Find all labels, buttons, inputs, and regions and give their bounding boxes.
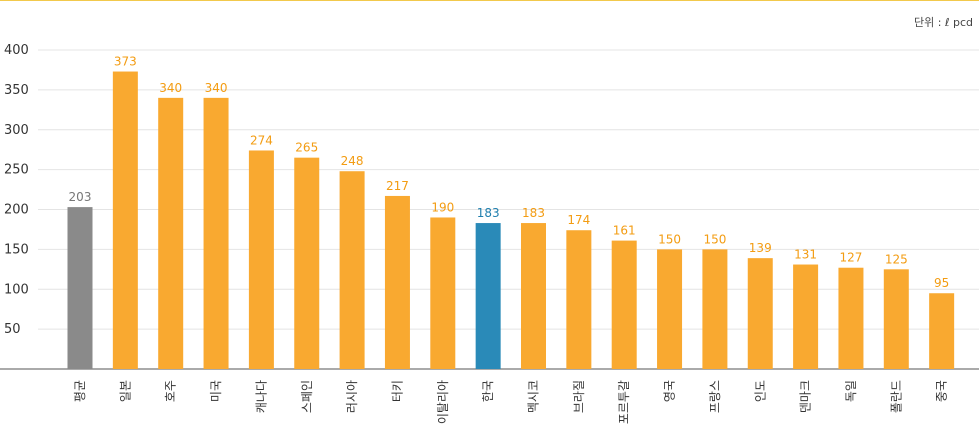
top-rule: [0, 0, 979, 1]
x-tick-label: 독일: [844, 380, 858, 402]
bar: [611, 240, 637, 369]
bar: [384, 195, 410, 369]
x-tick-label: 브라질: [572, 380, 586, 413]
y-tick-label: 350: [4, 83, 29, 98]
data-label: 139: [749, 241, 772, 255]
x-tick-label: 이탈리아: [436, 380, 450, 424]
y-tick-label: 100: [4, 282, 29, 297]
bar: [475, 223, 501, 369]
x-tick-label: 덴마크: [799, 380, 813, 413]
data-label: 217: [386, 179, 409, 193]
x-tick-label: 미국: [209, 380, 223, 402]
data-label: 373: [114, 55, 137, 69]
x-tick-label: 프랑스: [708, 380, 722, 413]
bar: [430, 217, 456, 369]
y-tick-label: 300: [4, 123, 29, 138]
bar: [838, 267, 864, 369]
x-tick-label: 포르투갈: [617, 380, 631, 424]
x-tick-label: 러시아: [345, 380, 359, 413]
data-label: 131: [794, 248, 817, 262]
data-label: 183: [477, 206, 500, 220]
bar: [248, 150, 274, 369]
data-label: 183: [522, 206, 545, 220]
x-tick-label: 멕시코: [527, 380, 541, 413]
x-tick-label: 일본: [118, 380, 132, 402]
x-tick-label: 평균: [73, 380, 87, 402]
x-tick-label: 캐나다: [254, 380, 268, 413]
bar: [566, 230, 592, 369]
bar: [67, 207, 93, 369]
data-label: 274: [250, 133, 273, 147]
bar: [203, 97, 229, 369]
bar: [883, 269, 909, 369]
data-label: 150: [703, 232, 726, 246]
y-tick-label: 50: [4, 322, 21, 337]
bar: [657, 249, 683, 369]
bar: [747, 258, 773, 369]
data-label: 125: [885, 252, 908, 266]
data-label: 265: [295, 141, 318, 155]
y-tick-label: 400: [4, 43, 29, 58]
x-tick-label: 터키: [390, 380, 404, 402]
x-tick-label: 스페인: [300, 380, 314, 413]
data-label: 203: [69, 190, 92, 204]
data-label: 248: [341, 154, 364, 168]
data-label: 95: [934, 276, 949, 290]
x-tick-label: 중국: [935, 380, 949, 402]
data-label: 190: [431, 200, 454, 214]
y-tick-label: 250: [4, 163, 29, 178]
bar: [112, 71, 138, 369]
bar: [521, 223, 546, 369]
bar: [702, 249, 728, 369]
unit-label: 단위 : ℓ pcd: [914, 16, 973, 29]
data-label: 340: [205, 81, 228, 95]
data-label: 127: [839, 251, 862, 265]
data-label: 150: [658, 232, 681, 246]
y-tick-label: 200: [4, 203, 29, 218]
data-label: 174: [567, 213, 590, 227]
x-tick-label: 호주: [164, 380, 178, 402]
bar: [793, 264, 819, 369]
y-tick-label: 150: [4, 242, 29, 257]
data-label: 161: [613, 224, 636, 238]
data-label: 340: [159, 81, 182, 95]
bar: [158, 97, 184, 369]
x-tick-label: 인도: [753, 380, 767, 402]
x-tick-label: 폴란드: [889, 380, 903, 413]
x-tick-label: 영국: [663, 380, 677, 402]
bar: [294, 157, 320, 369]
bar: [339, 171, 365, 369]
x-tick-label: 한국: [481, 380, 495, 402]
bar: [929, 293, 955, 369]
